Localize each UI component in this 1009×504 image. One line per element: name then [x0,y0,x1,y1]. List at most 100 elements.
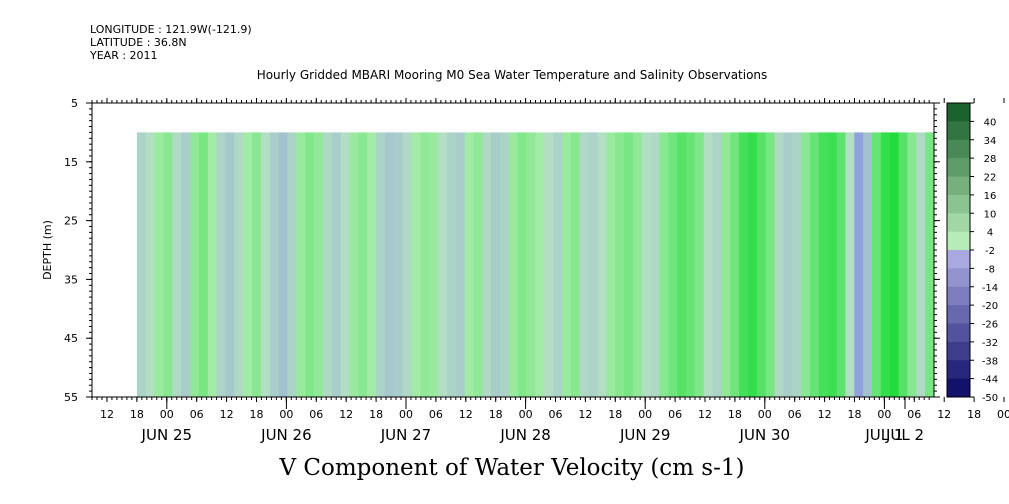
heat-cell [880,132,891,397]
heat-cell [358,132,368,397]
heat-cell [526,132,537,397]
heat-cell [739,132,749,397]
heatmap-cells [136,132,934,397]
heat-cell [438,132,448,397]
heat-cell [597,132,607,397]
heat-cell [243,132,253,397]
colorbar-label: 10 [984,209,997,220]
colorbar-label: -32 [982,338,998,349]
colorbar-swatch [947,194,970,214]
heat-cell [694,132,705,397]
x-tick-label: 12 [100,408,114,421]
x-tick-label: 18 [728,408,742,421]
heat-cell [384,132,395,397]
heat-cell [269,132,280,397]
x-tick-label: 18 [608,408,622,421]
heat-cell [154,132,165,397]
x-tick-label: 00 [519,408,533,421]
x-tick-label: 06 [549,408,563,421]
x-tick-label: 18 [250,408,264,421]
heat-cell [907,132,917,397]
heat-cell [925,132,934,397]
heat-cell [429,132,439,397]
colorbar-swatch [947,121,970,141]
colorbar-label: 34 [984,136,997,147]
colorbar-swatch [947,213,970,233]
colorbar-label: 22 [984,173,997,184]
heat-cell [827,132,838,397]
x-tick-label: 12 [339,408,353,421]
y-tick-label: 15 [64,156,78,169]
heat-cell [624,132,634,397]
heat-cell [650,132,661,397]
heat-cell [818,132,829,397]
y-tick-label: 55 [64,391,78,404]
heat-cell [889,132,900,397]
heat-cell [765,132,776,397]
colorbar-label: -20 [982,301,998,312]
heat-cell [367,132,377,397]
heat-cell [863,132,873,397]
heat-cell [606,132,616,397]
x-tick-label: 00 [279,408,293,421]
heat-cell [721,132,731,397]
y-tick-label: 25 [64,215,78,228]
heat-cell [163,132,173,397]
heat-cell [562,132,572,397]
heat-cell [845,132,855,397]
heat-cell [252,132,262,397]
x-tick-label: 06 [429,408,443,421]
heat-cell [190,132,200,397]
heat-cell [446,132,457,397]
heat-cell [349,132,359,397]
x-date-label: JUN 29 [619,426,670,444]
x-date-label: JUN 27 [380,426,431,444]
heat-cell [455,132,466,397]
x-tick-label: 00 [877,408,891,421]
x-tick-label: 12 [459,408,473,421]
heat-cell [615,132,625,397]
colorbar-label: -14 [982,283,998,294]
longitude-label: LONGITUDE : 121.9W(-121.9) [90,23,252,36]
colorbar-swatch [947,341,970,361]
heat-cell [544,132,554,397]
heat-cell [172,132,182,397]
colorbar-label: -26 [982,320,998,331]
x-date-label: JUN 25 [141,426,192,444]
heat-cell [296,132,306,397]
colorbar-label: -8 [985,264,995,275]
y-axis: 5 15 25 35 45 55 [64,97,940,404]
year-label: YEAR : 2011 [90,49,158,62]
heat-cell [314,132,324,397]
colorbar-swatch [947,360,970,380]
heat-cell [774,132,785,397]
heat-cell [305,132,315,397]
heat-cell [579,132,590,397]
heat-cell [748,132,758,397]
heat-cell [464,132,475,397]
x-tick-label: 00 [160,408,174,421]
heat-cell [730,132,740,397]
x-tick-label: 18 [489,408,503,421]
heat-cell [553,132,563,397]
heat-cell [376,132,386,397]
x-tick-label: 18 [848,408,862,421]
x-hour-ticks: 12 18 00 06 12 18 00 06 12 18 00 06 12 18 00 06 12 18 00 06… [100,98,1009,421]
x-tick-label: 12 [818,408,832,421]
heat-cell [588,132,599,397]
colorbar-swatch [947,378,970,398]
heat-cell [508,132,519,397]
heat-cell [402,132,413,397]
heat-cell [216,132,227,397]
x-tick-label: 06 [907,408,921,421]
colorbar-swatch [947,305,970,325]
x-date-label: JUN 30 [739,426,790,444]
heat-cell [535,132,545,397]
colorbar-swatch [947,323,970,343]
heat-cell [836,132,847,397]
colorbar-label: -44 [982,375,998,386]
x-tick-label: 00 [638,408,652,421]
heat-cell [473,132,483,397]
heat-cell [898,132,909,397]
x-tick-label: 12 [578,408,592,421]
